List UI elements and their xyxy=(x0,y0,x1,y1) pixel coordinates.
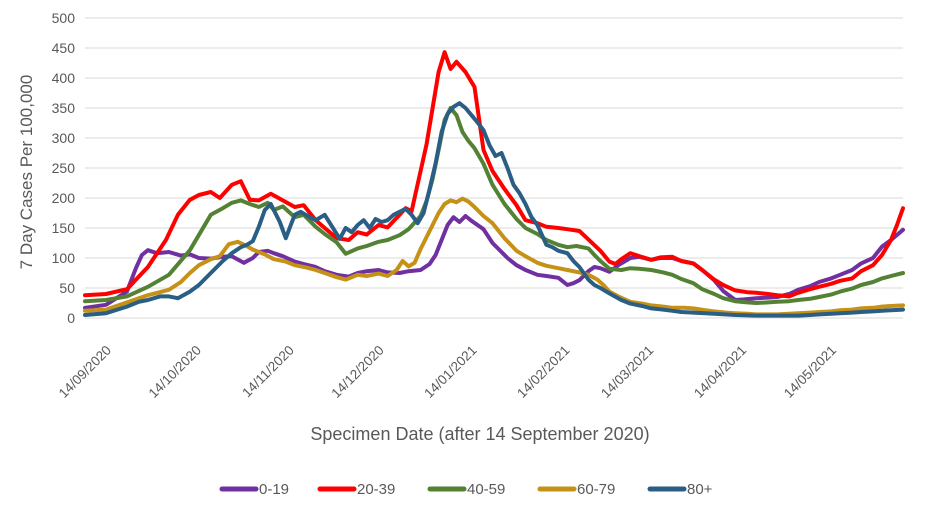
legend-item-0-19: 0-19 xyxy=(219,481,289,498)
y-tick-label: 0 xyxy=(67,310,75,326)
x-tick-label: 14/01/2021 xyxy=(421,343,479,401)
x-tick-label: 14/02/2021 xyxy=(514,343,572,401)
series-line-0-19 xyxy=(83,214,905,310)
x-tick-label: 14/10/2020 xyxy=(146,343,204,401)
x-tick-label: 14/05/2021 xyxy=(781,343,839,401)
y-tick-label: 400 xyxy=(52,70,76,86)
y-tick-label: 450 xyxy=(52,40,76,56)
series-line-80+ xyxy=(83,101,905,318)
x-tick-label: 14/11/2020 xyxy=(239,343,297,401)
y-tick-label: 350 xyxy=(52,100,76,116)
y-tick-label: 200 xyxy=(52,190,76,206)
y-axis-tick-labels: 0 50 100 150 200 250 300 350 400 450 500 xyxy=(52,10,76,326)
y-tick-label: 50 xyxy=(59,280,75,296)
series-lines xyxy=(83,50,905,318)
legend-item-40-59: 40-59 xyxy=(427,481,505,498)
y-tick-label: 100 xyxy=(52,250,76,266)
y-axis-title: 7 Day Cases Per 100,000 xyxy=(17,75,36,270)
legend-label-0-19: 0-19 xyxy=(259,481,289,498)
y-tick-label: 300 xyxy=(52,130,76,146)
y-tick-label: 250 xyxy=(52,160,76,176)
x-axis-tick-labels: 14/09/2020 14/10/2020 14/11/2020 14/12/2020… xyxy=(56,343,840,401)
legend-label-40-59: 40-59 xyxy=(467,481,505,498)
legend-item-60-79: 60-79 xyxy=(537,481,615,498)
gridlines xyxy=(85,17,903,319)
legend-item-80+: 80+ xyxy=(647,481,713,498)
x-tick-label: 14/12/2020 xyxy=(328,343,386,401)
y-tick-label: 500 xyxy=(52,10,76,26)
x-tick-label: 14/04/2021 xyxy=(691,343,749,401)
legend-label-60-79: 60-79 xyxy=(577,481,615,498)
legend: 0-19 20-39 40-59 60-79 80+ xyxy=(219,481,713,498)
legend-label-20-39: 20-39 xyxy=(357,481,395,498)
legend-label-80+: 80+ xyxy=(687,481,713,498)
x-axis-title: Specimen Date (after 14 September 2020) xyxy=(310,424,649,444)
x-tick-label: 14/03/2021 xyxy=(598,343,656,401)
legend-item-20-39: 20-39 xyxy=(317,481,395,498)
y-tick-label: 150 xyxy=(52,220,76,236)
series-line-20-39 xyxy=(83,50,905,299)
x-tick-label: 14/09/2020 xyxy=(56,343,114,401)
